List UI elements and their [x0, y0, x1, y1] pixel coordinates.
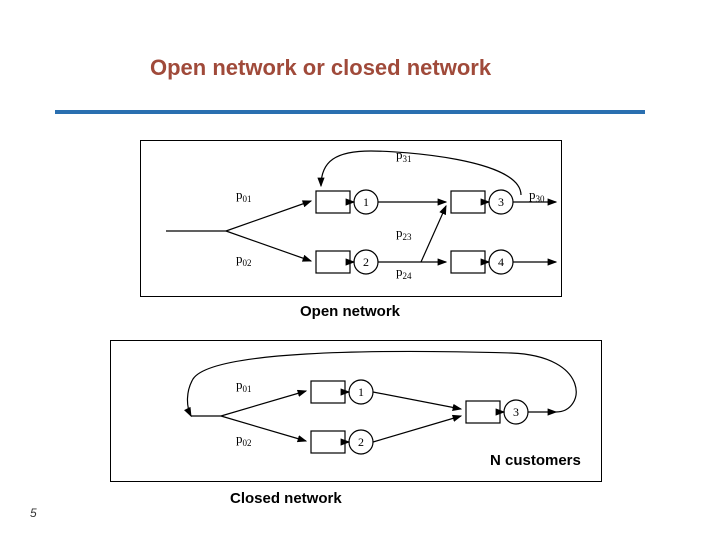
open-network-panel: 1 2 3 4 p01 p02 p23 p24 p31 p30 [140, 140, 562, 297]
page-number: 5 [30, 506, 37, 520]
svg-text:p02: p02 [236, 251, 252, 268]
svg-text:p01: p01 [236, 187, 252, 204]
svg-text:1: 1 [358, 385, 364, 399]
svg-text:p02: p02 [236, 431, 252, 448]
slide-title: Open network or closed network [150, 55, 491, 81]
svg-text:4: 4 [498, 255, 504, 269]
open-network-diagram: 1 2 3 4 p01 p02 p23 p24 p31 p30 [141, 141, 561, 296]
svg-text:p31: p31 [396, 147, 412, 164]
svg-text:3: 3 [513, 405, 519, 419]
closed-network-caption: Closed network [230, 490, 342, 507]
svg-text:p23: p23 [396, 225, 412, 242]
svg-text:2: 2 [363, 255, 369, 269]
svg-text:p01: p01 [236, 377, 252, 394]
title-rule [55, 110, 645, 114]
svg-text:2: 2 [358, 435, 364, 449]
svg-text:p24: p24 [396, 264, 412, 281]
svg-text:3: 3 [498, 195, 504, 209]
n-customers-label: N customers [490, 452, 581, 469]
open-network-caption: Open network [300, 303, 400, 320]
svg-text:p30: p30 [529, 187, 545, 204]
svg-text:1: 1 [363, 195, 369, 209]
